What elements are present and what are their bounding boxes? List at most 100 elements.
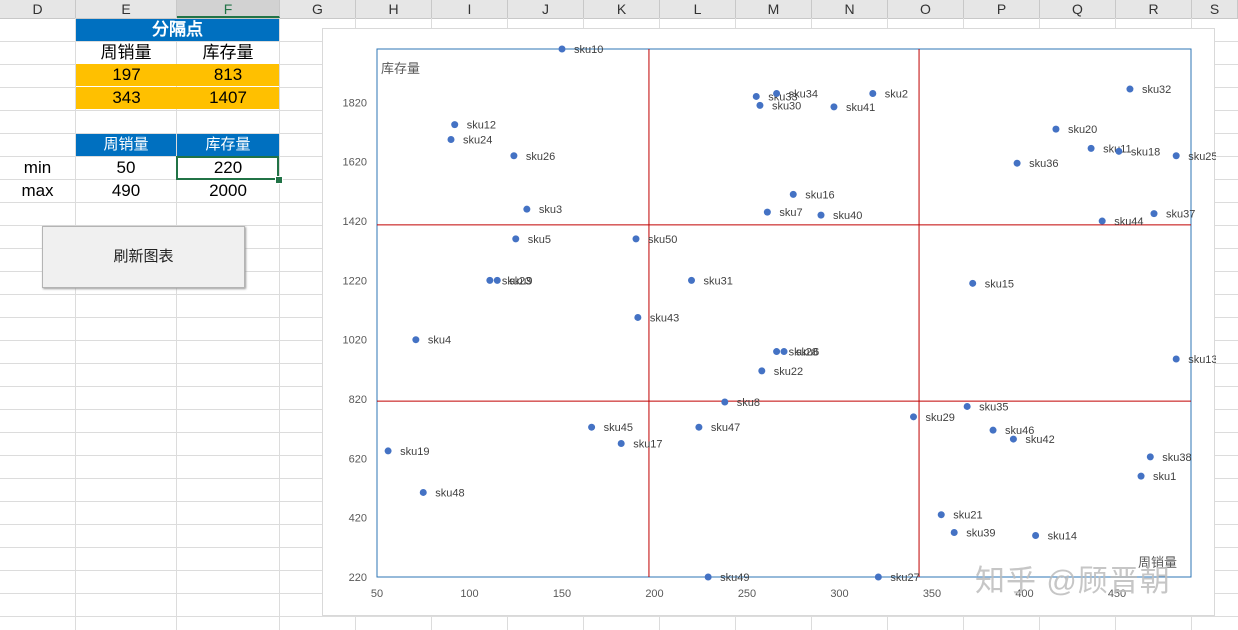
column-header-L[interactable]: L [660, 0, 736, 18]
column-header-E[interactable]: E [76, 0, 177, 18]
x-tick-label: 200 [645, 588, 663, 600]
fill-handle[interactable] [275, 176, 283, 184]
data-point-sku32[interactable] [1126, 85, 1134, 93]
separator-stock-2[interactable]: 1407 [177, 87, 279, 109]
data-point-sku33[interactable] [752, 92, 760, 100]
data-point-sku17[interactable] [617, 440, 625, 448]
data-point-sku2[interactable] [869, 89, 877, 97]
data-label-sku14: sku14 [1048, 530, 1077, 542]
column-header-G[interactable]: G [280, 0, 356, 18]
separator-sales-1[interactable]: 197 [76, 64, 177, 86]
min-label[interactable]: min [23, 158, 52, 177]
data-point-sku27[interactable] [874, 573, 882, 581]
data-point-sku40[interactable] [817, 211, 825, 219]
data-point-sku39[interactable] [950, 529, 958, 537]
data-label-sku15: sku15 [985, 278, 1014, 290]
column-header-H[interactable]: H [356, 0, 432, 18]
data-point-sku18[interactable] [1115, 147, 1123, 155]
column-header-K[interactable]: K [584, 0, 660, 18]
data-point-sku23[interactable] [486, 276, 494, 284]
data-point-sku42[interactable] [1009, 435, 1017, 443]
data-label-sku35: sku35 [979, 401, 1008, 413]
data-point-sku14[interactable] [1032, 531, 1040, 539]
data-point-sku31[interactable] [688, 276, 695, 284]
data-point-sku29[interactable] [910, 413, 917, 421]
y-tick-label: 220 [349, 572, 367, 584]
data-point-sku10[interactable] [558, 45, 566, 53]
data-label-sku43: sku43 [650, 312, 679, 324]
min-stock[interactable]: 220 [213, 158, 243, 177]
separator-sales-2[interactable]: 343 [76, 87, 177, 109]
column-header-O[interactable]: O [888, 0, 964, 18]
table2-header-stock[interactable]: 库存量 [177, 134, 279, 156]
data-point-sku11[interactable] [1087, 144, 1095, 152]
max-label[interactable]: max [21, 181, 54, 200]
separator-stock-1[interactable]: 813 [177, 64, 279, 86]
data-point-sku30[interactable] [756, 101, 764, 109]
data-point-sku46[interactable] [989, 426, 997, 434]
data-point-sku12[interactable] [451, 121, 459, 129]
data-point-sku49[interactable] [704, 573, 712, 581]
column-header-Q[interactable]: Q [1040, 0, 1116, 18]
data-point-sku47[interactable] [695, 423, 703, 431]
column-header-M[interactable]: M [736, 0, 812, 18]
column-header-S[interactable]: S [1192, 0, 1238, 18]
table2-header-sales[interactable]: 周销量 [76, 134, 176, 156]
max-stock[interactable]: 2000 [209, 181, 247, 200]
data-label-sku40: sku40 [833, 210, 862, 222]
data-label-sku30: sku30 [772, 100, 801, 112]
data-point-sku24[interactable] [447, 135, 455, 143]
table1-header-stock[interactable]: 库存量 [202, 43, 254, 62]
x-tick-label: 50 [371, 588, 383, 600]
column-header-R[interactable]: R [1116, 0, 1192, 18]
column-header-P[interactable]: P [964, 0, 1040, 18]
data-point-sku9[interactable] [493, 276, 501, 284]
data-point-sku5[interactable] [512, 235, 520, 243]
min-sales[interactable]: 50 [116, 158, 136, 177]
column-header-N[interactable]: N [812, 0, 888, 18]
data-label-sku13: sku13 [1188, 354, 1216, 366]
data-point-sku44[interactable] [1098, 217, 1106, 225]
data-point-sku45[interactable] [588, 423, 596, 431]
scatter-chart[interactable]: 50 100 150 200 250 300 350 400 450 220 420 620 820 10… [322, 28, 1216, 616]
column-header-D[interactable]: D [0, 0, 76, 18]
data-point-sku8[interactable] [721, 398, 729, 406]
data-point-sku4[interactable] [412, 336, 420, 344]
table1-header-sales[interactable]: 周销量 [100, 43, 152, 62]
data-point-sku35[interactable] [963, 402, 971, 410]
data-point-sku19[interactable] [384, 447, 392, 455]
data-point-sku41[interactable] [830, 103, 838, 111]
data-point-sku16[interactable] [789, 190, 797, 198]
data-label-sku23: sku23 [502, 275, 531, 287]
data-label-sku9: sku9 [509, 275, 532, 287]
refresh-chart-button[interactable]: 刷新图表 [42, 226, 245, 288]
column-header-F[interactable]: F [177, 0, 280, 18]
data-point-sku38[interactable] [1146, 453, 1154, 461]
data-point-sku34[interactable] [773, 89, 781, 97]
data-point-sku36[interactable] [1013, 159, 1021, 167]
y-axis-title: 库存量 [381, 61, 420, 76]
data-point-sku3[interactable] [523, 205, 531, 213]
separator-title[interactable]: 分隔点 [76, 19, 279, 41]
column-header-J[interactable]: J [508, 0, 584, 18]
data-point-sku43[interactable] [634, 313, 642, 321]
data-point-sku28[interactable] [773, 348, 781, 356]
data-point-sku7[interactable] [763, 208, 771, 216]
data-point-sku6[interactable] [780, 348, 788, 356]
data-point-sku50[interactable] [632, 235, 640, 243]
data-point-sku13[interactable] [1172, 355, 1180, 363]
data-point-sku25[interactable] [1172, 152, 1180, 160]
data-label-sku38: sku38 [1162, 452, 1191, 464]
max-sales[interactable]: 490 [111, 181, 141, 200]
data-point-sku26[interactable] [510, 152, 518, 160]
data-point-sku21[interactable] [937, 511, 945, 519]
data-point-sku15[interactable] [969, 279, 977, 287]
data-point-sku48[interactable] [419, 488, 427, 496]
y-tick-label: 1020 [343, 335, 367, 347]
data-point-sku20[interactable] [1052, 125, 1060, 133]
data-point-sku22[interactable] [758, 367, 766, 375]
data-point-sku1[interactable] [1137, 472, 1145, 480]
grid-row-line [0, 616, 1238, 617]
data-point-sku37[interactable] [1150, 210, 1158, 218]
column-header-I[interactable]: I [432, 0, 508, 18]
